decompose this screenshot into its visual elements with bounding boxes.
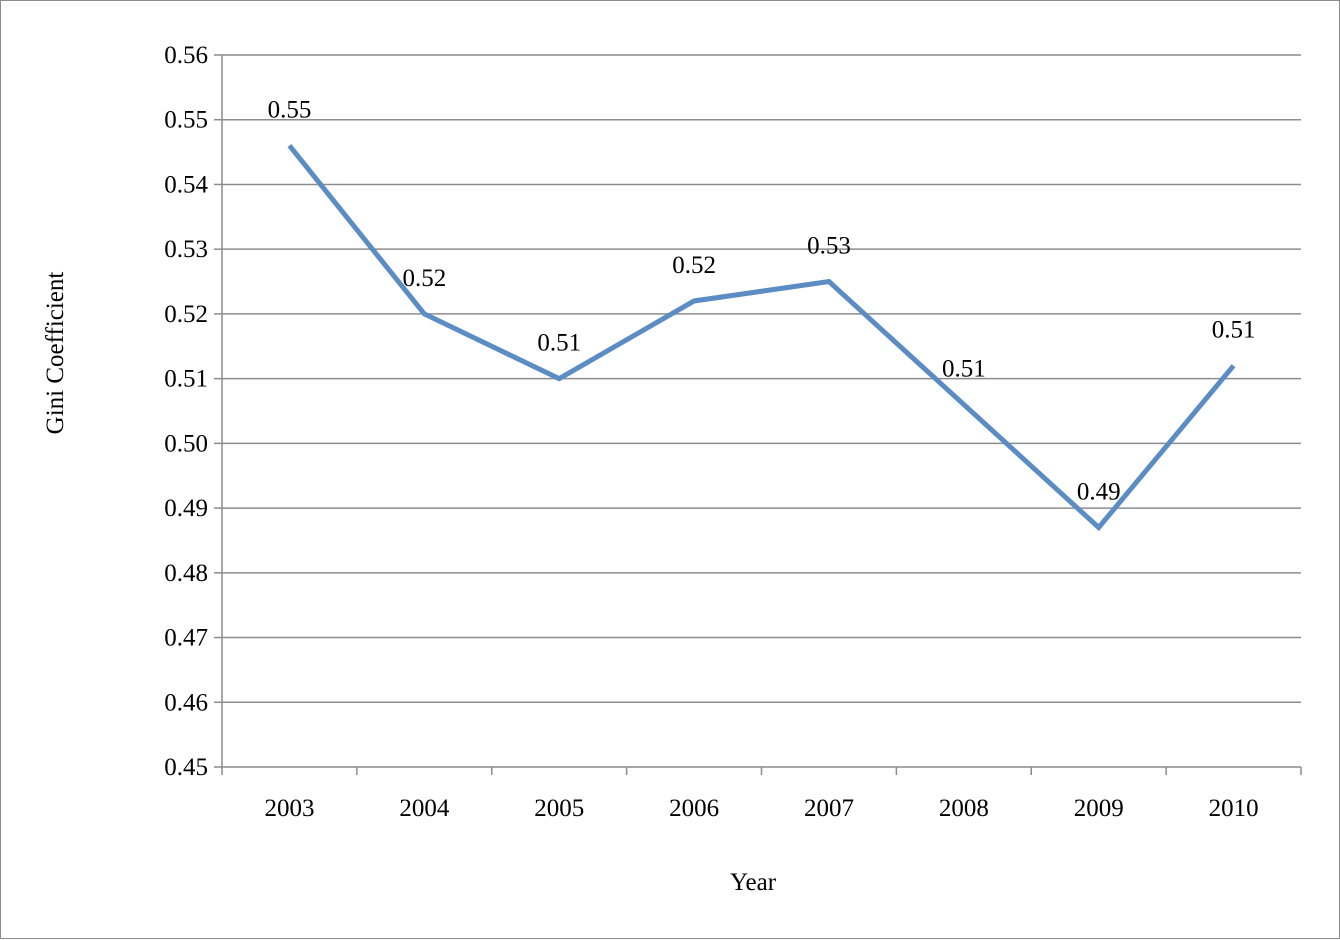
series-lines [287,144,1236,532]
y-tick-label: 0.49 [164,495,208,522]
x-tick-label: 2009 [1074,795,1124,822]
data-label: 0.52 [402,265,446,292]
x-tick-label: 2008 [939,795,989,822]
y-tick-label: 0.50 [164,430,208,457]
y-axis-title: Gini Coefficient [42,272,69,435]
y-tick-label: 0.48 [164,560,208,587]
x-tick-labels: 2003 2004 2005 2006 2007 2008 2009 2010 [264,795,1258,822]
y-tick-label: 0.52 [164,301,208,328]
y-tick-label: 0.51 [164,366,208,393]
data-label: 0.49 [1077,479,1121,506]
x-axis-title: Year [730,869,777,896]
x-tick-label: 2005 [534,795,584,822]
data-label: 0.55 [268,97,312,124]
x-tick-label: 2010 [1209,795,1259,822]
x-tick-label: 2006 [669,795,719,822]
y-tick-label: 0.55 [164,107,208,134]
y-tick-labels: 0.45 0.46 0.47 0.48 0.49 0.50 0.51 0.52 0.53 0.54… [164,42,208,781]
data-label: 0.51 [942,356,986,383]
y-tick-label: 0.46 [164,689,208,716]
y-tick-label: 0.53 [164,236,208,263]
y-tick-label: 0.47 [164,625,208,652]
y-tick-label: 0.56 [164,42,208,69]
data-labels: 0.55 0.52 0.51 0.52 0.53 0.51 0.49 0.51 [268,97,1256,506]
axes [214,54,1302,775]
data-label: 0.51 [1212,317,1256,344]
x-tick-label: 2007 [804,795,854,822]
x-tick-label: 2004 [399,795,450,822]
data-label: 0.52 [672,252,716,279]
gridlines [222,54,1301,704]
data-label: 0.53 [807,233,851,260]
x-tick-label: 2003 [264,795,314,822]
series-line [287,144,1236,532]
y-tick-label: 0.54 [164,171,208,198]
y-tick-label: 0.45 [164,754,208,781]
data-label: 0.51 [537,330,581,357]
